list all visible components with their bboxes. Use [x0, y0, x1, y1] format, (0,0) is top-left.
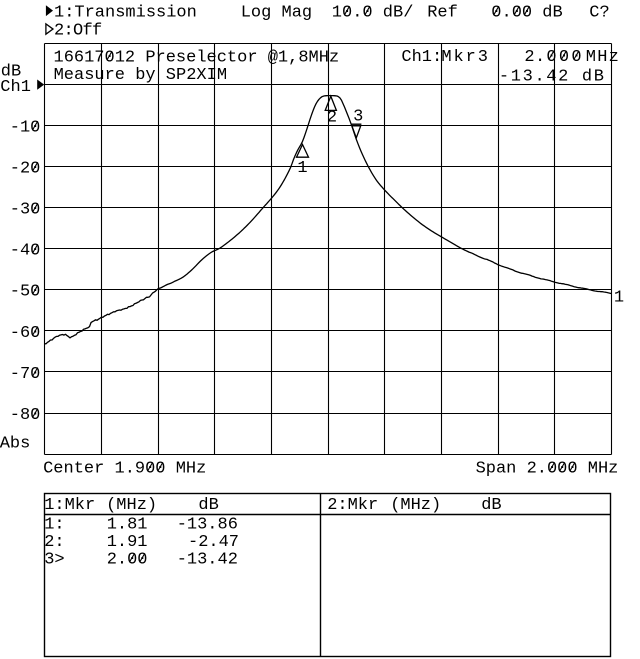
svg-text:-80: -80: [10, 406, 41, 425]
svg-text:dB: dB: [1, 62, 21, 81]
svg-text:-10: -10: [10, 118, 41, 137]
svg-text:(MHz): (MHz): [390, 496, 441, 515]
svg-text:10.0 dB/: 10.0 dB/: [332, 4, 414, 23]
svg-text:0.00 dB: 0.00 dB: [491, 4, 562, 23]
svg-text:3: 3: [353, 107, 363, 126]
svg-text:2:Mkr: 2:Mkr: [327, 496, 378, 515]
svg-text:-2.47: -2.47: [188, 533, 239, 552]
svg-text:.: .: [535, 48, 545, 67]
svg-text:1:Mkr: 1:Mkr: [44, 496, 95, 515]
svg-text:1:: 1:: [44, 515, 64, 534]
svg-text:Mkr3: Mkr3: [441, 48, 489, 67]
svg-text:3>: 3>: [44, 551, 64, 570]
svg-text:Measure by SP2XIM: Measure by SP2XIM: [54, 66, 227, 85]
svg-text:2:Off: 2:Off: [54, 22, 102, 41]
svg-text:2: 2: [327, 109, 337, 128]
svg-text:-40: -40: [10, 242, 41, 261]
svg-text:-30: -30: [10, 201, 41, 220]
svg-text:1.81: 1.81: [107, 515, 148, 534]
svg-text:-50: -50: [10, 283, 41, 302]
svg-text:Abs: Abs: [0, 435, 30, 454]
svg-text:-70: -70: [10, 365, 41, 384]
svg-text:Log Mag: Log Mag: [241, 4, 312, 23]
svg-text:1.91: 1.91: [107, 533, 148, 552]
svg-text:Span 2.000 MHz: Span 2.000 MHz: [476, 460, 619, 479]
svg-text:000: 000: [546, 48, 584, 67]
svg-text:Center 1.900 MHz: Center 1.900 MHz: [43, 460, 206, 479]
svg-text:-20: -20: [10, 160, 41, 179]
svg-text:2: 2: [524, 48, 534, 67]
svg-text:MHz: MHz: [586, 48, 620, 67]
svg-text:dB: dB: [198, 496, 218, 515]
svg-text:-13.42: -13.42: [177, 551, 238, 570]
svg-text:-13.42 dB: -13.42 dB: [499, 67, 606, 86]
svg-text:-13.86: -13.86: [177, 515, 238, 534]
svg-text:(MHz): (MHz): [106, 496, 157, 515]
svg-text:Ch1: Ch1: [0, 78, 31, 97]
svg-text:-60: -60: [10, 324, 41, 343]
svg-text:2:: 2:: [44, 533, 64, 552]
svg-text:Ref: Ref: [427, 4, 458, 23]
svg-text:C?: C?: [589, 4, 609, 23]
svg-text:1: 1: [297, 159, 307, 178]
svg-text:1:Transmission: 1:Transmission: [54, 4, 197, 23]
svg-text:16617012 Preselector @1,8MHz: 16617012 Preselector @1,8MHz: [54, 49, 340, 68]
svg-text:2.00: 2.00: [107, 551, 148, 570]
svg-text:1: 1: [614, 289, 624, 308]
svg-text:dB: dB: [481, 496, 501, 515]
svg-text:Ch1:: Ch1:: [401, 48, 442, 67]
